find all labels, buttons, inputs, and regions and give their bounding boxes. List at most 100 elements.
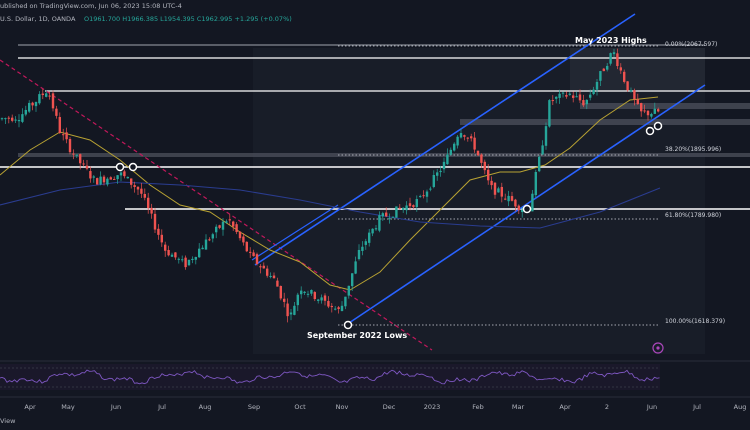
candle-body [238, 231, 242, 239]
candle-body [45, 93, 48, 97]
candle-body [55, 108, 58, 116]
candle-body [65, 132, 68, 140]
candle-body [592, 89, 595, 95]
candle-body [629, 90, 633, 92]
candle-body [643, 110, 646, 112]
candle-body [337, 307, 340, 310]
candle-body [170, 254, 174, 257]
candle-body [378, 215, 381, 231]
candle-body [558, 93, 561, 98]
candle-body [385, 212, 388, 217]
candle-body [136, 186, 140, 190]
candle-body [585, 99, 588, 105]
touch-marker-5 [653, 121, 663, 131]
candle-body [340, 305, 344, 312]
candle-body [102, 176, 106, 183]
candle-body [626, 81, 629, 91]
candle-body [402, 207, 405, 210]
svg-text:38.20%(1895.996): 38.20%(1895.996) [665, 146, 721, 153]
x-tick-label: Jul [692, 403, 701, 411]
candle-body [17, 120, 21, 122]
x-axis: Apr May Jun Jul Aug Sep Oct Nov Dec 2023 Feb Mar Apr… [24, 403, 746, 411]
candle-body [517, 205, 520, 211]
candle-body [150, 207, 153, 214]
x-tick-label: Apr [24, 403, 36, 411]
candle-body [368, 232, 371, 243]
candle-body [303, 291, 306, 294]
svg-text:100.00%(1618.379): 100.00%(1618.379) [665, 318, 725, 325]
candle-body [21, 114, 24, 122]
candle-body [633, 90, 636, 100]
candle-body [568, 93, 571, 95]
candle-body [449, 149, 452, 155]
candle-body [623, 71, 626, 82]
candle-body [269, 275, 272, 278]
candle-body [79, 154, 82, 164]
candle-body [510, 196, 514, 201]
candle-body [99, 176, 102, 185]
candle-body [119, 172, 123, 176]
candle-body [313, 292, 316, 300]
candle-body [493, 182, 497, 195]
rsi-panel[interactable] [0, 364, 660, 390]
candle-body [198, 248, 201, 258]
candle-body [521, 209, 524, 213]
candle-body [181, 259, 184, 261]
candle-body [374, 228, 378, 230]
indicator-logo-icon[interactable] [652, 342, 664, 354]
rsi-band [0, 364, 660, 390]
x-tick-label: Aug [199, 403, 212, 411]
x-tick-label: Mar [512, 403, 525, 411]
candle-body [463, 135, 466, 137]
candle-body [650, 113, 653, 117]
svg-text:0.00%(2067.597): 0.00%(2067.597) [665, 41, 717, 48]
x-tick-label: 2 [605, 403, 609, 411]
candle-body [174, 252, 177, 258]
ma-fast-line [0, 96, 659, 291]
candle-body [415, 199, 418, 208]
x-tick-label: Apr [559, 403, 571, 411]
candle-body [320, 297, 323, 301]
candle-body [82, 163, 85, 165]
candle-body [286, 303, 289, 317]
candle-body [456, 136, 459, 146]
candle-body [133, 185, 136, 188]
candle-body [34, 101, 38, 107]
candle-body [215, 226, 218, 233]
candle-body [0, 118, 4, 120]
candle-body [14, 119, 17, 121]
candle-body [38, 94, 41, 104]
candle-body [160, 234, 163, 243]
candle-body [242, 236, 245, 243]
candle-body [344, 296, 347, 307]
candle-body [480, 154, 483, 163]
candle-body [453, 143, 456, 151]
zone-1955 [460, 119, 750, 125]
candle-body [602, 68, 605, 72]
candle-body [398, 207, 401, 209]
candle-body [612, 52, 616, 55]
x-tick-label: Oct [294, 403, 306, 411]
candle-body [276, 280, 279, 287]
x-tick-label: Jun [646, 403, 657, 411]
candle-body [126, 176, 129, 179]
candle-body [317, 299, 320, 301]
candle-body [153, 213, 157, 230]
candle-body [589, 94, 592, 98]
candle-body [599, 71, 602, 81]
candle-body [640, 103, 643, 112]
candle-body [262, 265, 265, 269]
candle-body [266, 268, 269, 276]
fib-label-100: 100.00%(1618.379) [665, 318, 725, 325]
candle-body [408, 203, 412, 207]
candle-body [582, 100, 585, 106]
candle-body [514, 199, 517, 207]
candle-body [289, 312, 293, 315]
candle-body [48, 95, 51, 97]
candle-body [442, 161, 446, 170]
x-tick-label: 2023 [424, 403, 441, 411]
candle-body [157, 228, 160, 235]
candle-body [92, 176, 95, 178]
candle-body [419, 196, 422, 198]
